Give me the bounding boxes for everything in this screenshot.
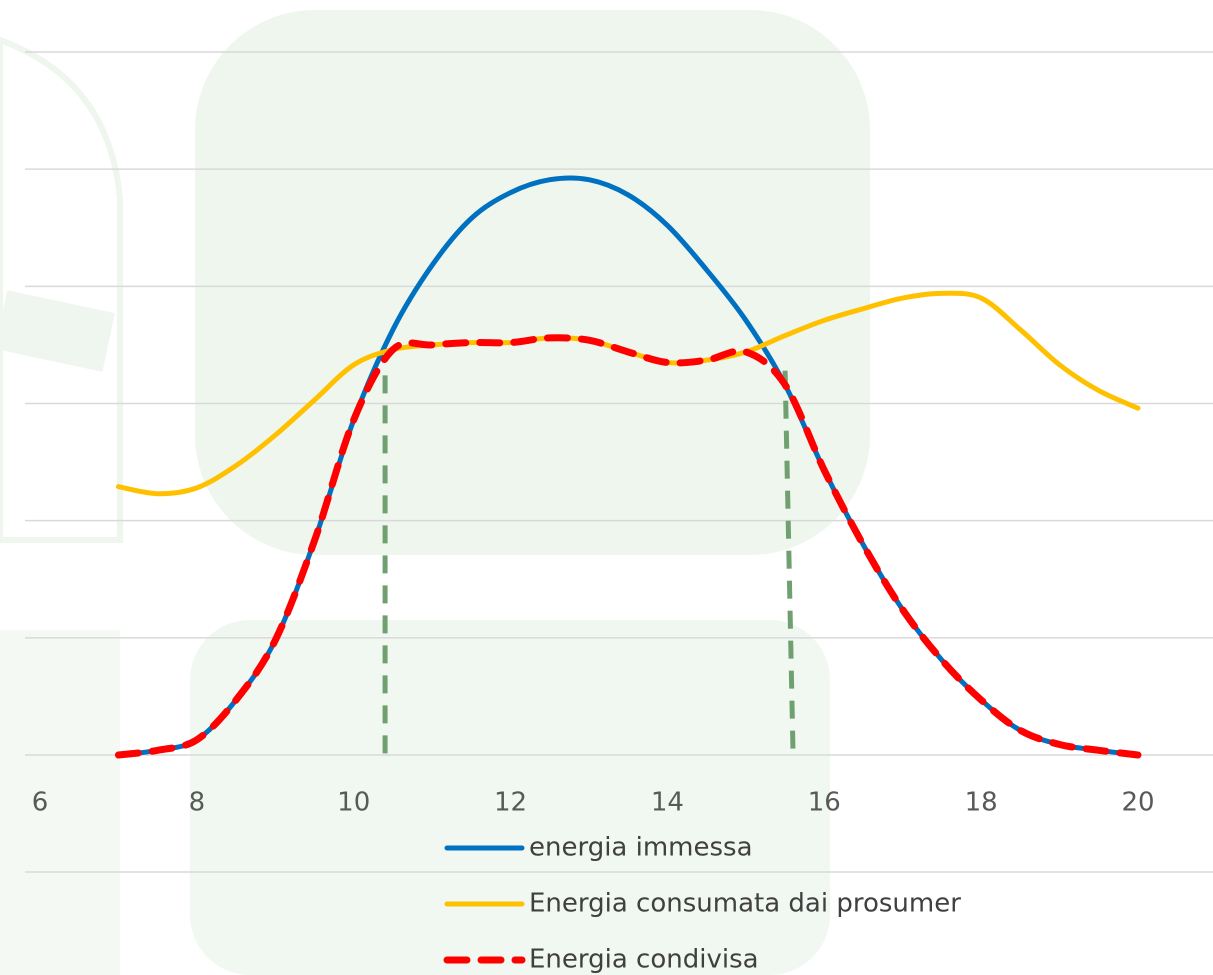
legend-label: Energia consumata dai prosumer	[529, 889, 961, 919]
legend-label: Energia condivisa	[529, 945, 759, 975]
watermark	[0, 10, 870, 975]
x-tick-label: 14	[651, 788, 684, 818]
x-tick-label: 18	[965, 788, 998, 818]
x-tick-label: 10	[337, 788, 370, 818]
x-tick-label: 6	[32, 788, 49, 818]
chart: 6 8 10 12 14 16 18 20 energia immessa Energia con…	[0, 0, 1213, 975]
x-tick-label: 12	[494, 788, 527, 818]
x-tick-label: 16	[808, 788, 841, 818]
legend-label: energia immessa	[529, 833, 753, 863]
x-tick-label: 8	[189, 788, 206, 818]
x-tick-label: 20	[1121, 788, 1154, 818]
